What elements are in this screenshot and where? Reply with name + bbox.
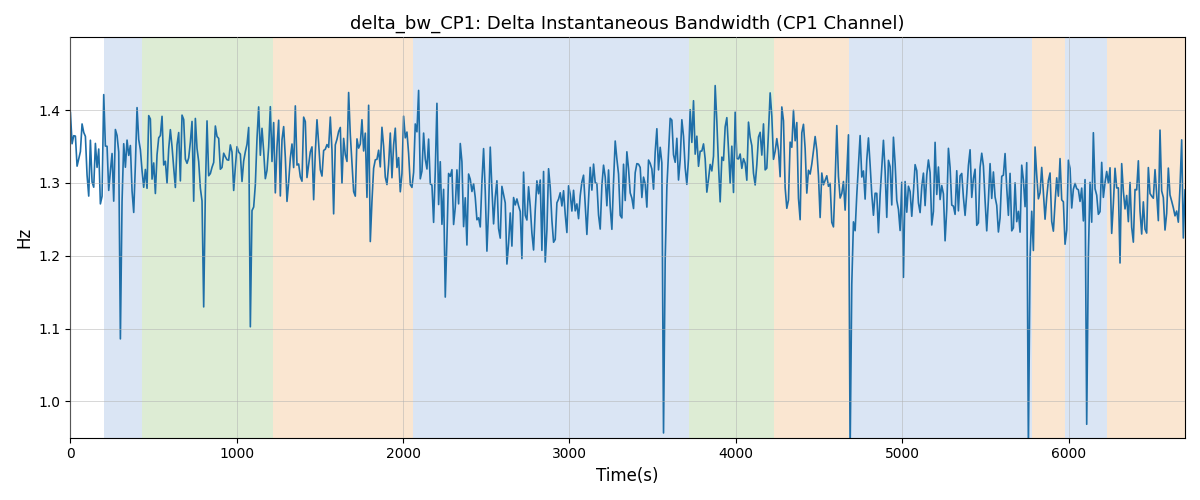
Bar [1066,38,1106,438]
Bar [274,38,413,438]
X-axis label: Time(s): Time(s) [596,467,659,485]
Bar [774,38,848,438]
Title: delta_bw_CP1: Delta Instantaneous Bandwidth (CP1 Channel): delta_bw_CP1: Delta Instantaneous Bandwi… [350,15,905,34]
Bar [1032,38,1066,438]
Bar [666,38,689,438]
Bar [1106,38,1186,438]
Bar [142,38,274,438]
Bar [848,38,1032,438]
Y-axis label: Hz: Hz [14,227,32,248]
Bar [413,38,666,438]
Bar [103,38,142,438]
Bar [689,38,774,438]
